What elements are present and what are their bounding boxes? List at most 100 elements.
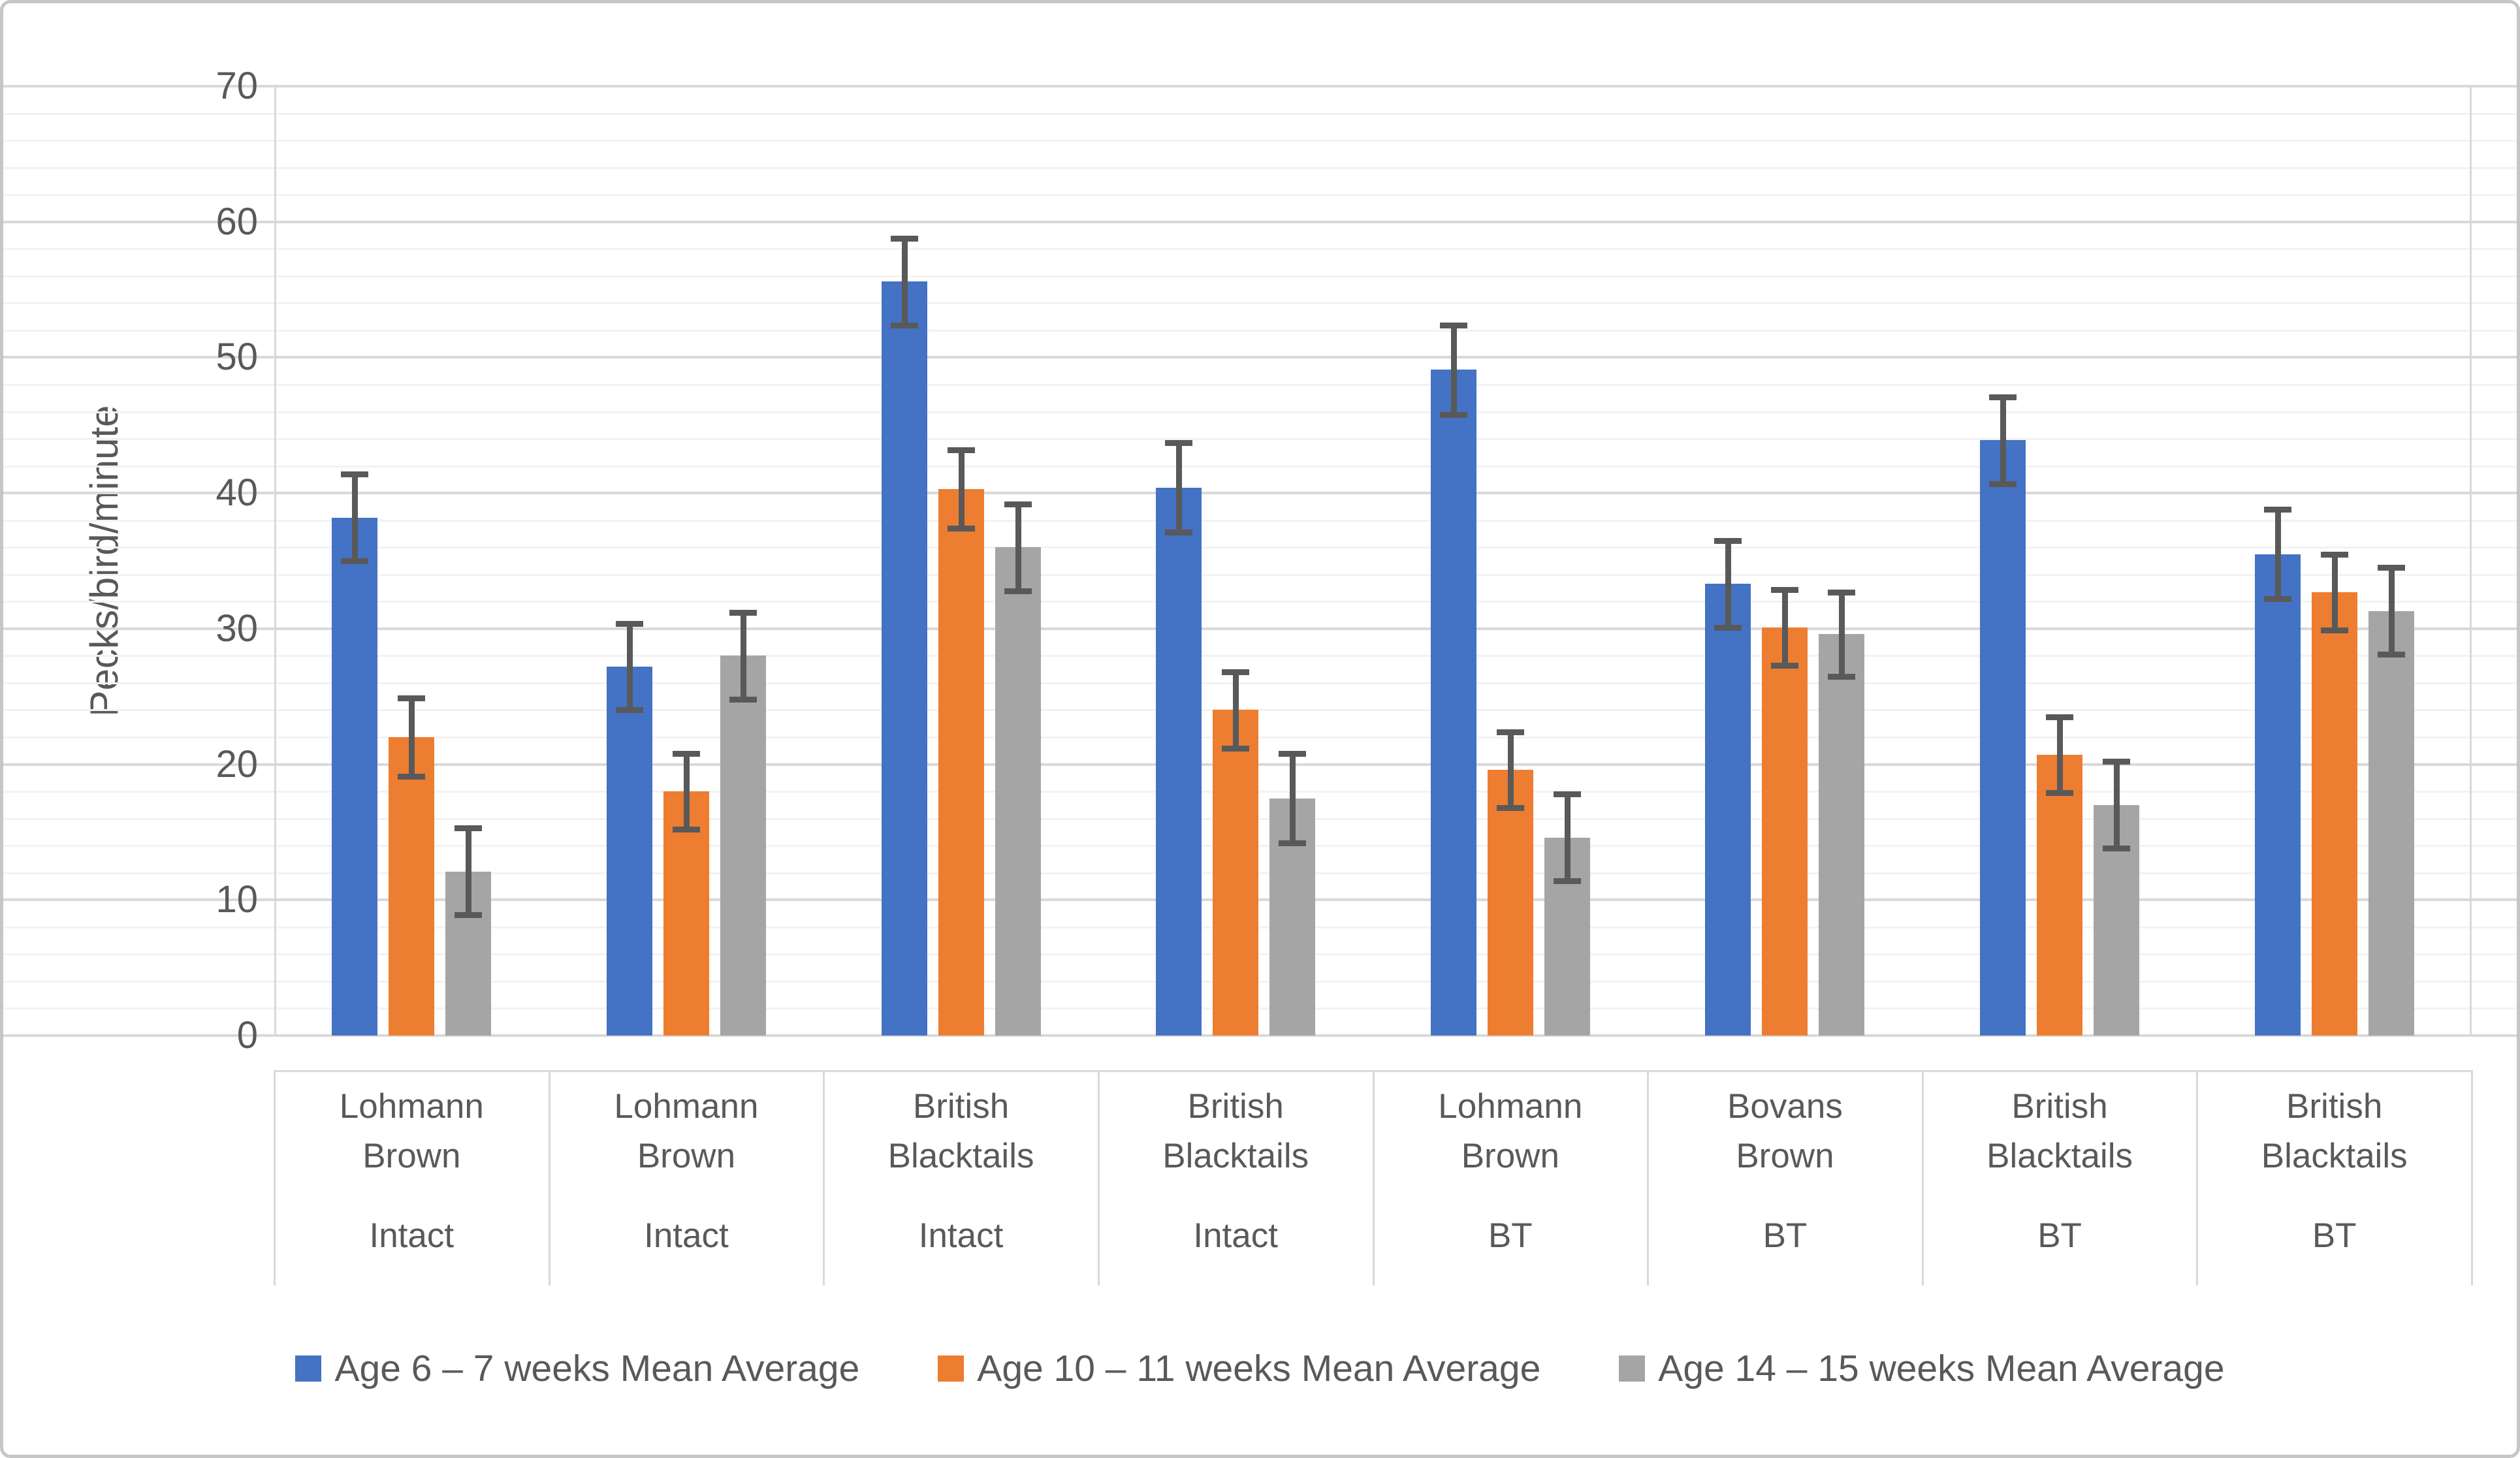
error-bar-top-cap xyxy=(1165,440,1193,447)
error-bar-top-cap xyxy=(947,447,975,453)
error-bar-top-cap xyxy=(729,609,757,616)
error-bar-bottom-cap xyxy=(1989,481,2017,487)
error-bar-top-cap xyxy=(2320,551,2348,558)
minor-gridline xyxy=(3,547,2517,549)
category-treatment-label: Intact xyxy=(918,1216,1004,1255)
category-divider xyxy=(1647,1070,1650,1286)
minor-gridline xyxy=(3,601,2517,603)
major-gridline xyxy=(3,220,2517,223)
error-bar-line xyxy=(2000,396,2007,484)
error-bar-line xyxy=(1839,592,1845,676)
category-breed-label: Lohmann Brown xyxy=(1438,1087,1583,1175)
bar-age-6-7-weeks-mean-average xyxy=(606,667,652,1036)
minor-gridline xyxy=(3,1007,2517,1010)
bar-age-10-11-weeks-mean-average xyxy=(1487,769,1533,1036)
error-bar-bottom-cap xyxy=(615,707,643,714)
legend-label: Age 14 – 15 weeks Mean Average xyxy=(1658,1348,2225,1389)
bar-age-10-11-weeks-mean-average xyxy=(938,488,984,1036)
error-bar-top-cap xyxy=(1496,729,1524,735)
major-gridline xyxy=(3,763,2517,766)
error-bar-bottom-cap xyxy=(1496,805,1524,812)
category-breed-label: British Blacktails xyxy=(887,1087,1034,1175)
bar-age-14-15-weeks-mean-average xyxy=(2368,610,2414,1036)
error-bar-bottom-cap xyxy=(1553,878,1581,885)
error-bar-top-cap xyxy=(2263,507,2291,513)
minor-gridline xyxy=(3,438,2517,441)
error-bar-line xyxy=(1233,672,1239,748)
category-divider xyxy=(1921,1070,1924,1286)
category-cell: Lohmann Brown Intact xyxy=(274,1070,549,1286)
error-bar-top-cap xyxy=(1553,791,1581,798)
minor-gridline xyxy=(3,112,2517,115)
category-cell: British Blacktails BT xyxy=(2197,1070,2472,1286)
minor-gridline xyxy=(3,872,2517,874)
category-breed-label: Bovans Brown xyxy=(1727,1087,1843,1175)
category-cell: British Blacktails BT xyxy=(1922,1070,2197,1286)
minor-gridline xyxy=(3,845,2517,848)
error-bar-line xyxy=(1176,443,1183,533)
bar-age-6-7-weeks-mean-average xyxy=(332,517,378,1036)
category-treatment-label: BT xyxy=(1762,1216,1808,1255)
category-treatment-label: BT xyxy=(1488,1216,1533,1255)
error-bar-line xyxy=(2114,761,2120,849)
error-bar-line xyxy=(1564,794,1571,881)
error-bar-bottom-cap xyxy=(398,774,426,780)
major-gridline xyxy=(3,627,2517,630)
error-bar-line xyxy=(1290,753,1296,844)
minor-gridline xyxy=(3,140,2517,142)
error-bar-line xyxy=(683,753,690,830)
error-bar-bottom-cap xyxy=(729,696,757,703)
minor-gridline xyxy=(3,275,2517,277)
error-bar-bottom-cap xyxy=(890,322,918,328)
error-bar-bottom-cap xyxy=(2046,790,2074,797)
category-cell: British Blacktails Intact xyxy=(823,1070,1098,1286)
major-gridline xyxy=(3,1034,2517,1037)
error-bar-top-cap xyxy=(1714,537,1742,544)
error-bar-line xyxy=(466,828,472,915)
bar-age-14-15-weeks-mean-average xyxy=(720,656,766,1036)
error-bar-top-cap xyxy=(2377,565,2405,571)
error-bar-top-cap xyxy=(890,235,918,242)
minor-gridline xyxy=(3,953,2517,956)
category-divider xyxy=(274,1070,276,1286)
error-bar-line xyxy=(2331,554,2338,630)
category-divider xyxy=(2196,1070,2199,1286)
error-bar-top-cap xyxy=(455,825,483,832)
bar-age-6-7-weeks-mean-average xyxy=(2254,554,2301,1036)
legend: Age 6 – 7 weeks Mean Average Age 10 – 11 … xyxy=(3,1347,2517,1390)
minor-gridline xyxy=(3,302,2517,305)
category-divider xyxy=(1372,1070,1375,1286)
error-bar-bottom-cap xyxy=(1165,530,1193,536)
legend-swatch xyxy=(938,1355,965,1382)
error-bar-bottom-cap xyxy=(1714,624,1742,631)
minor-gridline xyxy=(3,709,2517,712)
major-gridline xyxy=(3,492,2517,495)
error-bar-line xyxy=(1450,325,1457,415)
error-bar-bottom-cap xyxy=(1828,673,1856,680)
error-bar-line xyxy=(2057,716,2064,793)
category-cell: Lohmann Brown BT xyxy=(1373,1070,1648,1286)
bar-age-6-7-weeks-mean-average xyxy=(1980,440,2026,1036)
category-divider xyxy=(823,1070,825,1286)
category-cell: British Blacktails Intact xyxy=(1098,1070,1373,1286)
category-breed-label: Lohmann Brown xyxy=(339,1087,484,1175)
minor-gridline xyxy=(3,682,2517,684)
bar-age-10-11-weeks-mean-average xyxy=(1213,710,1259,1036)
bar-age-6-7-weeks-mean-average xyxy=(881,281,927,1036)
bar-age-14-15-weeks-mean-average xyxy=(1819,634,1865,1036)
error-bar-top-cap xyxy=(615,620,643,627)
legend-item: Age 6 – 7 weeks Mean Average xyxy=(295,1347,859,1390)
error-bar-line xyxy=(1507,731,1514,808)
bar-age-14-15-weeks-mean-average xyxy=(995,547,1041,1036)
bar-age-6-7-weeks-mean-average xyxy=(1705,584,1751,1036)
error-bar-bottom-cap xyxy=(2377,652,2405,658)
category-breed-label: British Blacktails xyxy=(2261,1087,2408,1175)
error-bar-bottom-cap xyxy=(2263,596,2291,603)
category-treatment-label: Intact xyxy=(1193,1216,1278,1255)
y-axis-tick-label: 70 xyxy=(215,65,258,107)
error-bar-bottom-cap xyxy=(1771,662,1799,669)
error-bar-bottom-cap xyxy=(1222,745,1250,752)
error-bar-top-cap xyxy=(1004,501,1032,507)
minor-gridline xyxy=(3,329,2517,332)
minor-gridline xyxy=(3,980,2517,983)
